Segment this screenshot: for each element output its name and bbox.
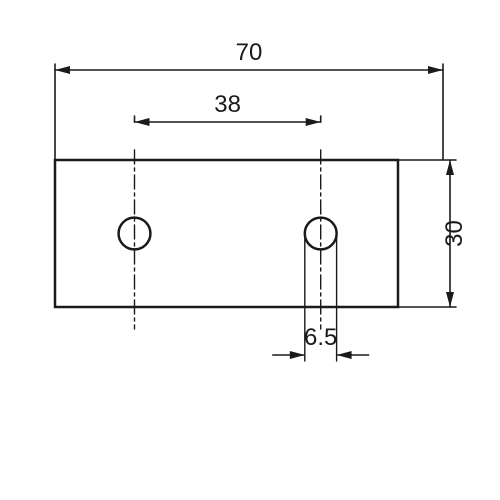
dimension-drawing: 70 38 6.5 30 (0, 0, 500, 500)
part-outline (55, 160, 398, 307)
dim-overall-height: 30 (441, 220, 468, 247)
dim-hole-diameter: 6.5 (304, 324, 337, 351)
dim-overall-width: 70 (236, 39, 263, 66)
dim-hole-spacing: 38 (214, 91, 241, 118)
